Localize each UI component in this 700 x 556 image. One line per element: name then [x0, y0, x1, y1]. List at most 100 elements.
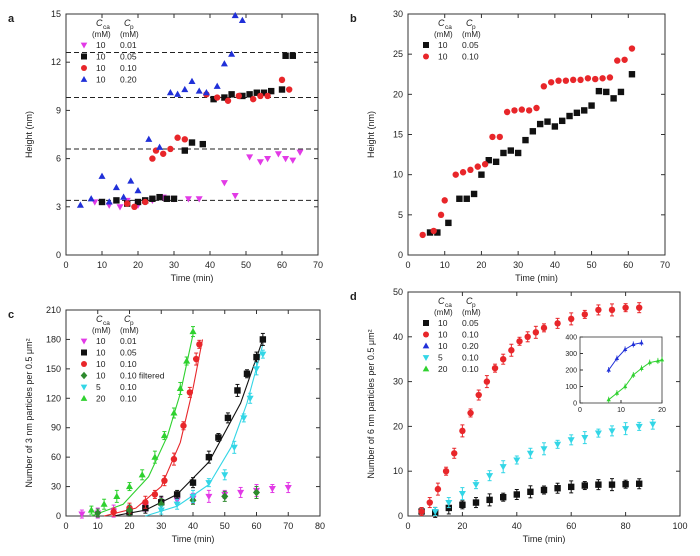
data-point	[474, 163, 481, 170]
legend-header-cp: C	[124, 18, 131, 28]
data-point	[189, 493, 197, 501]
legend-cp: 0.10	[462, 52, 479, 62]
data-point	[157, 507, 165, 514]
legend-header-cp: C	[466, 18, 473, 28]
data-point	[156, 193, 163, 201]
data-point	[628, 71, 636, 78]
x-tick-label: 40	[512, 521, 522, 531]
x-tick-label: 0	[405, 521, 410, 531]
data-point	[459, 427, 466, 435]
data-point	[481, 161, 489, 168]
plot-frame	[65, 13, 319, 256]
x-tick-label: 80	[315, 521, 325, 531]
legend-unit: (mM)	[434, 308, 453, 317]
data-point	[274, 151, 282, 158]
data-point	[87, 506, 95, 513]
y-axis-label: Number of 3 nm particles per 0.5 μm²	[24, 338, 34, 487]
data-point	[195, 196, 203, 203]
data-point	[577, 76, 584, 84]
data-point	[278, 86, 286, 93]
data-point	[131, 203, 138, 210]
inset-y-tick-label: 400	[565, 335, 577, 342]
inset-x-tick-label: 20	[658, 407, 666, 414]
data-point	[622, 426, 630, 433]
legend-header-ca-sub: ca	[103, 24, 110, 31]
data-point	[286, 86, 293, 93]
data-point	[451, 450, 458, 457]
data-point	[188, 139, 196, 146]
data-point	[220, 180, 228, 187]
x-tick-label: 0	[63, 260, 68, 270]
data-point	[151, 453, 159, 460]
data-point	[151, 491, 159, 498]
data-point	[500, 493, 507, 501]
y-tick-label: 210	[46, 305, 61, 315]
legend-header-cp-sub: p	[472, 302, 476, 309]
x-tick-label: 10	[93, 521, 103, 531]
data-point	[594, 430, 602, 437]
data-point	[174, 90, 182, 97]
data-point	[259, 336, 267, 343]
legend-cp: 0.05	[462, 318, 479, 328]
data-point	[475, 391, 482, 399]
data-point	[173, 491, 181, 498]
legend-cp: 0.20	[120, 75, 137, 85]
x-tick-label: 60	[623, 260, 633, 270]
data-point	[189, 327, 197, 335]
legend-unit: (mM)	[120, 30, 139, 39]
legend-marker	[81, 349, 87, 356]
data-point	[434, 229, 441, 236]
data-point	[622, 304, 629, 311]
data-point	[163, 195, 170, 202]
data-point	[264, 92, 271, 100]
data-point	[253, 89, 260, 96]
data-point	[472, 499, 480, 506]
x-tick-label: 30	[169, 260, 179, 270]
data-point	[235, 92, 242, 100]
data-point	[205, 480, 213, 487]
data-point	[514, 149, 522, 157]
y-tick-label: 12	[51, 57, 61, 67]
panel-c: c 0 10 20 30 40 50 60 70 80 0 30 60 90 120 150 180 210 Tim…	[8, 305, 325, 544]
data-point	[599, 75, 606, 82]
data-point	[149, 195, 156, 202]
data-point	[610, 95, 617, 102]
data-point	[508, 347, 515, 354]
panel-b: b 0 10 20 30 40 50 60 70 0 5 10 15 20 25 30 Time (min) He…	[350, 9, 670, 283]
data-point	[524, 333, 531, 340]
legend-cp: 0.20	[462, 341, 479, 351]
legend-unit: (mM)	[462, 30, 481, 39]
y-tick-label: 0	[56, 250, 61, 260]
data-point	[573, 109, 581, 117]
data-point	[595, 306, 602, 314]
inset-data-point	[639, 366, 644, 370]
data-point	[544, 118, 551, 125]
y-tick-label: 6	[56, 154, 61, 164]
legend-cp: 0.10 filtered	[120, 371, 165, 381]
data-point	[231, 192, 239, 200]
data-point	[525, 107, 533, 114]
data-point	[220, 60, 228, 67]
x-tick-label: 30	[156, 521, 166, 531]
legend-cp: 0.10	[120, 359, 137, 369]
data-point	[445, 219, 452, 227]
data-point	[234, 387, 241, 394]
inset-data-point	[622, 384, 628, 389]
inset-background	[552, 331, 668, 419]
data-point	[221, 94, 228, 101]
data-point	[636, 304, 643, 311]
data-point	[188, 77, 196, 85]
data-point	[157, 500, 165, 509]
plot-frame	[407, 291, 681, 517]
data-point	[540, 83, 548, 90]
x-tick-label: 60	[251, 521, 261, 531]
legend-marker	[81, 53, 87, 60]
legend-header-cp-sub: p	[130, 24, 134, 31]
legend-ca: 10	[96, 63, 106, 73]
legend-ca: 10	[438, 341, 448, 351]
data-point	[160, 431, 168, 439]
legend-marker	[81, 65, 87, 71]
fit-curve	[103, 339, 204, 517]
